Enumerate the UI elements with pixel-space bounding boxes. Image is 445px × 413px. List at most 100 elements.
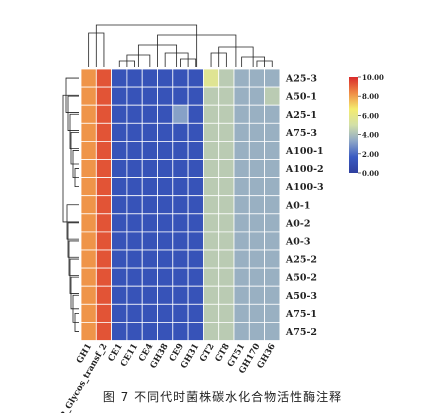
heatmap-cell (202, 195, 220, 215)
heatmap-cell (111, 195, 128, 215)
heatmap-cell (80, 321, 97, 341)
heatmap-cell (264, 86, 281, 106)
heatmap-cell (95, 68, 113, 88)
heatmap-cell (126, 321, 143, 341)
row-label: A50-1 (285, 92, 317, 103)
heatmap-cell (187, 321, 204, 341)
heatmap-cell (141, 321, 158, 341)
heatmap-cell (172, 122, 189, 142)
heatmap-cell (233, 86, 250, 106)
colorbar-gradient (349, 77, 358, 173)
heatmap-cell (95, 86, 113, 106)
heatmap-cell (248, 231, 266, 251)
heatmap-cell (233, 267, 250, 287)
heatmap-cell (95, 195, 113, 215)
dendrogram-branch (70, 276, 79, 310)
row-label: A75-1 (285, 309, 317, 320)
heatmap-cell (187, 267, 204, 287)
heatmap-cell (218, 86, 235, 106)
colorbar-tick-label: 0.00 (362, 169, 379, 178)
heatmap-cell (111, 231, 128, 251)
heatmap-cell (233, 231, 250, 251)
heatmap-cell (248, 195, 266, 215)
heatmap-cell (264, 68, 281, 88)
heatmap-cell (141, 86, 158, 106)
row-dendrogram (62, 77, 79, 332)
colorbar-tick-label: 6.00 (362, 111, 379, 120)
heatmap-cell (80, 177, 97, 197)
heatmap-cell (126, 285, 143, 305)
heatmap-cell (218, 249, 235, 269)
heatmap-cell (141, 231, 158, 251)
heatmap-cell (141, 140, 158, 160)
heatmap-cell (95, 140, 113, 160)
heatmap-cell (264, 195, 281, 215)
heatmap-cell (187, 159, 204, 179)
heatmap-cell (172, 104, 189, 124)
heatmap-cell (126, 177, 143, 197)
heatmap-cell (80, 159, 97, 179)
row-label: A0-1 (285, 200, 311, 211)
heatmap-cells (80, 68, 281, 341)
heatmap-cell (111, 249, 128, 269)
heatmap-cell (95, 122, 113, 142)
heatmap-cell (80, 267, 97, 287)
heatmap-cell (157, 86, 174, 106)
heatmap-cell (95, 177, 113, 197)
heatmap-cell (218, 285, 235, 305)
heatmap-cell (248, 140, 266, 160)
heatmap-cell (248, 68, 266, 88)
dendrogram-branch (69, 113, 79, 150)
heatmap-cell (80, 231, 97, 251)
heatmap-cell (126, 267, 143, 287)
dendrogram-branch (67, 95, 79, 131)
column-label: GT2 (198, 342, 216, 364)
heatmap-cell (248, 285, 266, 305)
heatmap-cell (80, 104, 97, 124)
heatmap-cell (157, 285, 174, 305)
heatmap-cell (111, 321, 128, 341)
heatmap-cell (95, 267, 113, 287)
row-label: A25-1 (285, 110, 317, 121)
heatmap-cell (264, 303, 281, 323)
heatmap-cell (172, 195, 189, 215)
heatmap-cell (141, 104, 158, 124)
heatmap-cell (80, 122, 97, 142)
heatmap-cell (187, 231, 204, 251)
heatmap-cell (218, 321, 235, 341)
heatmap-cell (187, 249, 204, 269)
heatmap-cell (187, 195, 204, 215)
heatmap-cell (187, 213, 204, 233)
heatmap-cell (95, 213, 113, 233)
heatmap-cell (264, 104, 281, 124)
heatmap-cell (141, 249, 158, 269)
heatmap-cell (218, 213, 235, 233)
heatmap-cell (80, 285, 97, 305)
heatmap-cell (157, 321, 174, 341)
heatmap-cell (202, 177, 220, 197)
heatmap-cell (233, 213, 250, 233)
heatmap-cell (264, 321, 281, 341)
heatmap-cell (111, 159, 128, 179)
heatmap-cell (248, 122, 266, 142)
row-label: A75-2 (285, 327, 317, 338)
heatmap-cell (187, 68, 204, 88)
heatmap-cell (218, 177, 235, 197)
heatmap-cell (187, 104, 204, 124)
row-label: A25-2 (285, 255, 317, 266)
heatmap-cell (95, 321, 113, 341)
heatmap-cell (172, 321, 189, 341)
heatmap-cell (95, 104, 113, 124)
heatmap-cell (202, 267, 220, 287)
heatmap-cell (95, 285, 113, 305)
heatmap-cell (264, 231, 281, 251)
heatmap-cell (172, 68, 189, 88)
heatmap-cell (126, 86, 143, 106)
dendrogram-branch (67, 222, 79, 258)
heatmap-cell (248, 321, 266, 341)
heatmap-cell (248, 267, 266, 287)
heatmap-cell (187, 285, 204, 305)
heatmap-cell (248, 86, 266, 106)
heatmap-cell (111, 213, 128, 233)
dendrogram-branch (69, 258, 79, 294)
